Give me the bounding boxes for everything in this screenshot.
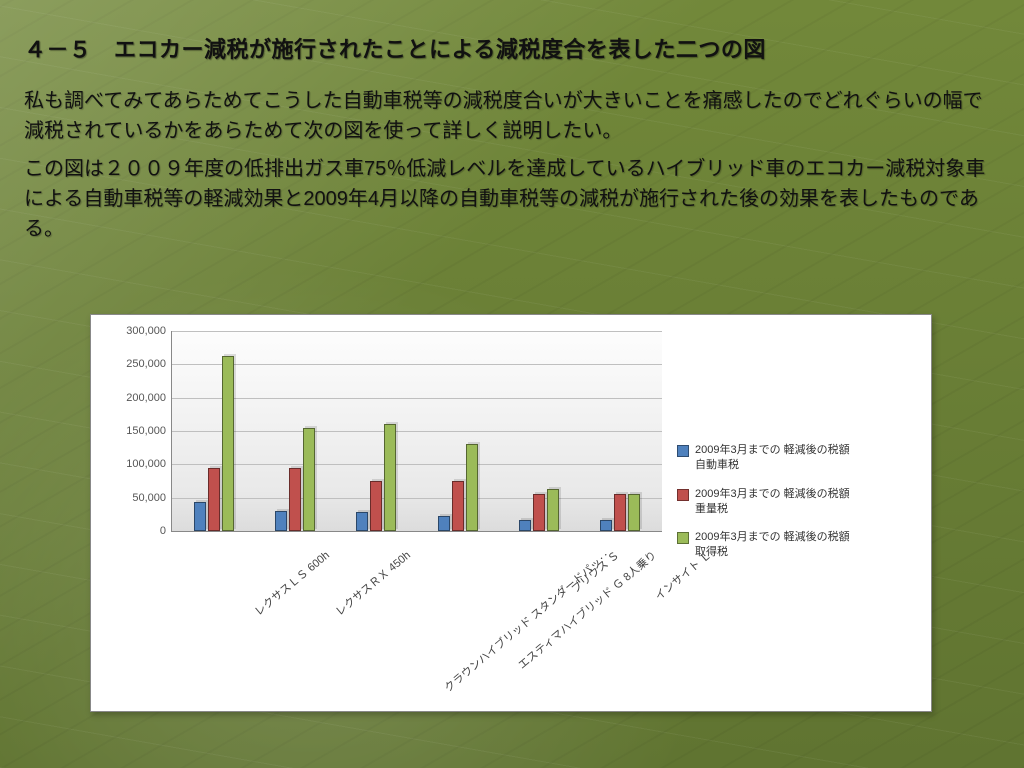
- y-tick-label: 300,000: [126, 325, 172, 337]
- bar-cluster: [275, 428, 315, 531]
- legend-swatch: [677, 489, 689, 501]
- bar: [614, 494, 626, 531]
- bar: [384, 424, 396, 531]
- x-axis-labels: レクサスＬＳ 600hレクサスＲＸ 450hクラウンハイブリッド スタンダードパ…: [171, 539, 661, 699]
- slide-title: ４－５ エコカー減税が施行されたことによる減税度合を表した二つの図: [24, 32, 1000, 64]
- bar: [356, 512, 368, 531]
- body-paragraph-2: この図は２００９年度の低排出ガス車75％低減レベルを達成しているハイブリッド車の…: [24, 154, 1000, 244]
- legend-label: 2009年3月までの 軽減後の税額自動車税: [695, 443, 850, 473]
- gridline: [172, 364, 662, 365]
- bar: [533, 494, 545, 531]
- bar-cluster: [438, 444, 478, 531]
- y-tick-label: 200,000: [126, 392, 172, 404]
- y-tick-label: 50,000: [132, 492, 172, 504]
- bar: [628, 494, 640, 531]
- bar: [600, 520, 612, 531]
- bar: [519, 520, 531, 531]
- gridline: [172, 498, 662, 499]
- legend: 2009年3月までの 軽減後の税額自動車税 2009年3月までの 軽減後の税額重量…: [677, 443, 917, 574]
- legend-swatch: [677, 532, 689, 544]
- y-tick-label: 250,000: [126, 358, 172, 370]
- y-tick-label: 0: [160, 525, 172, 537]
- bar: [547, 489, 559, 531]
- y-tick-label: 100,000: [126, 458, 172, 470]
- bar-cluster: [356, 424, 396, 531]
- bar: [452, 481, 464, 531]
- x-tick-label: レクサスＲＸ 450h: [332, 547, 414, 619]
- bar: [208, 468, 220, 531]
- gridline: [172, 464, 662, 465]
- gridline: [172, 398, 662, 399]
- legend-item: 2009年3月までの 軽減後の税額重量税: [677, 487, 917, 517]
- legend-item: 2009年3月までの 軽減後の税額取得税: [677, 530, 917, 560]
- legend-label: 2009年3月までの 軽減後の税額取得税: [695, 530, 850, 560]
- bar: [466, 444, 478, 531]
- body-paragraph-1: 私も調べてみてあらためてこうした自動車税等の減税度合いが大きいことを痛感したので…: [24, 86, 1000, 146]
- plot-area: 050,000100,000150,000200,000250,000300,0…: [171, 331, 662, 532]
- x-tick-label: レクサスＬＳ 600h: [251, 547, 333, 619]
- bar: [222, 356, 234, 531]
- chart-card: 0 50,000 100,000 150,000 200,000 250,000 300,0…: [90, 314, 932, 712]
- bar: [289, 468, 301, 531]
- y-tick-label: 150,000: [126, 425, 172, 437]
- legend-label: 2009年3月までの 軽減後の税額重量税: [695, 487, 850, 517]
- bar-cluster: [600, 494, 640, 531]
- bar: [370, 481, 382, 531]
- bar-cluster: [519, 489, 559, 531]
- bar: [194, 502, 206, 531]
- bar: [303, 428, 315, 531]
- bar-cluster: [194, 356, 234, 531]
- gridline: [172, 331, 662, 332]
- bar: [438, 516, 450, 531]
- bar: [275, 511, 287, 531]
- gridline: [172, 431, 662, 432]
- legend-swatch: [677, 445, 689, 457]
- legend-item: 2009年3月までの 軽減後の税額自動車税: [677, 443, 917, 473]
